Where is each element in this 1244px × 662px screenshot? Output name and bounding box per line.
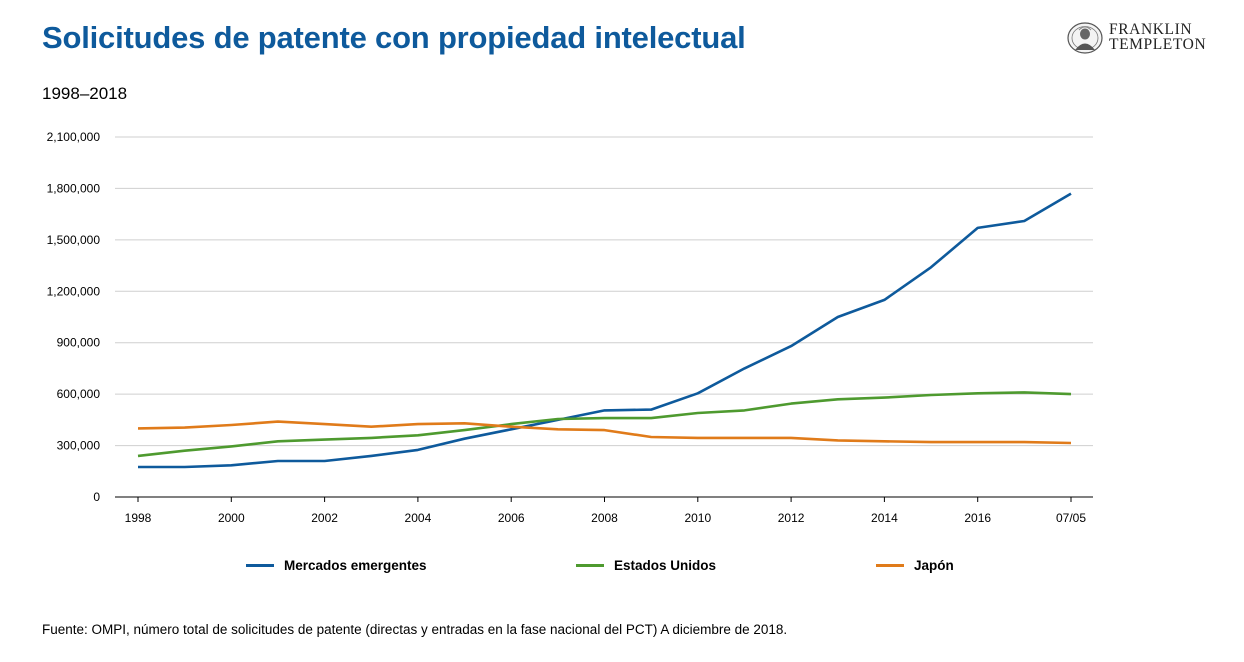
franklin-templeton-logo: FRANKLIN TEMPLETON <box>1066 20 1226 56</box>
legend-swatch <box>576 564 604 567</box>
x-tick-label: 1998 <box>125 511 152 525</box>
legend-label: Estados Unidos <box>614 558 717 573</box>
page-title: Solicitudes de patente con propiedad int… <box>42 20 746 55</box>
chart-subtitle: 1998–2018 <box>42 84 128 103</box>
y-tick-label: 0 <box>93 490 100 504</box>
x-tick-label: 2006 <box>498 511 525 525</box>
y-tick-label: 1,800,000 <box>47 181 101 195</box>
x-tick-label: 2008 <box>591 511 618 525</box>
y-tick-label: 1,500,000 <box>47 233 101 247</box>
y-tick-label: 600,000 <box>57 387 101 401</box>
chart-legend: Mercados emergentes Estados Unidos Japón <box>0 558 1244 578</box>
x-axis: 1998 2000 2002 2004 2006 2008 2010 2012 2014 2016… <box>115 496 1093 525</box>
legend-item: Estados Unidos <box>576 558 716 573</box>
x-tick-label: 2002 <box>311 511 338 525</box>
y-axis-ticks: 0 300,000 600,000 900,000 1,200,000 1,500,000… <box>47 130 101 504</box>
x-tick-label: 2014 <box>871 511 898 525</box>
legend-swatch <box>246 564 274 567</box>
y-tick-label: 2,100,000 <box>47 130 101 144</box>
x-tick-label: 2004 <box>405 511 432 525</box>
series-line-japón <box>137 420 1072 445</box>
y-tick-label: 300,000 <box>57 439 101 453</box>
logo-line2: TEMPLETON <box>1109 36 1207 53</box>
y-tick-label: 1,200,000 <box>47 284 101 298</box>
legend-swatch <box>876 564 904 567</box>
source-footnote: Fuente: OMPI, número total de solicitude… <box>42 622 788 637</box>
legend-label: Japón <box>914 558 954 573</box>
x-tick-label: 2012 <box>778 511 805 525</box>
y-tick-label: 900,000 <box>57 336 101 350</box>
series-line-estados-unidos <box>137 391 1072 458</box>
x-tick-label: 2000 <box>218 511 245 525</box>
portrait-emblem-icon <box>1067 22 1103 54</box>
x-tick-label: 2016 <box>964 511 991 525</box>
series-line-mercados-emergentes <box>138 192 1072 469</box>
legend-item: Mercados emergentes <box>246 558 427 573</box>
legend-item: Japón <box>876 558 954 573</box>
logo-line1: FRANKLIN <box>1109 21 1193 38</box>
x-tick-label: 07/05 <box>1056 511 1086 525</box>
grid-lines <box>115 136 1093 447</box>
legend-label: Mercados emergentes <box>284 558 427 573</box>
x-tick-label: 2010 <box>684 511 711 525</box>
line-chart: 0 300,000 600,000 900,000 1,200,000 1,500,000… <box>47 130 1093 525</box>
chart-series <box>137 192 1072 469</box>
